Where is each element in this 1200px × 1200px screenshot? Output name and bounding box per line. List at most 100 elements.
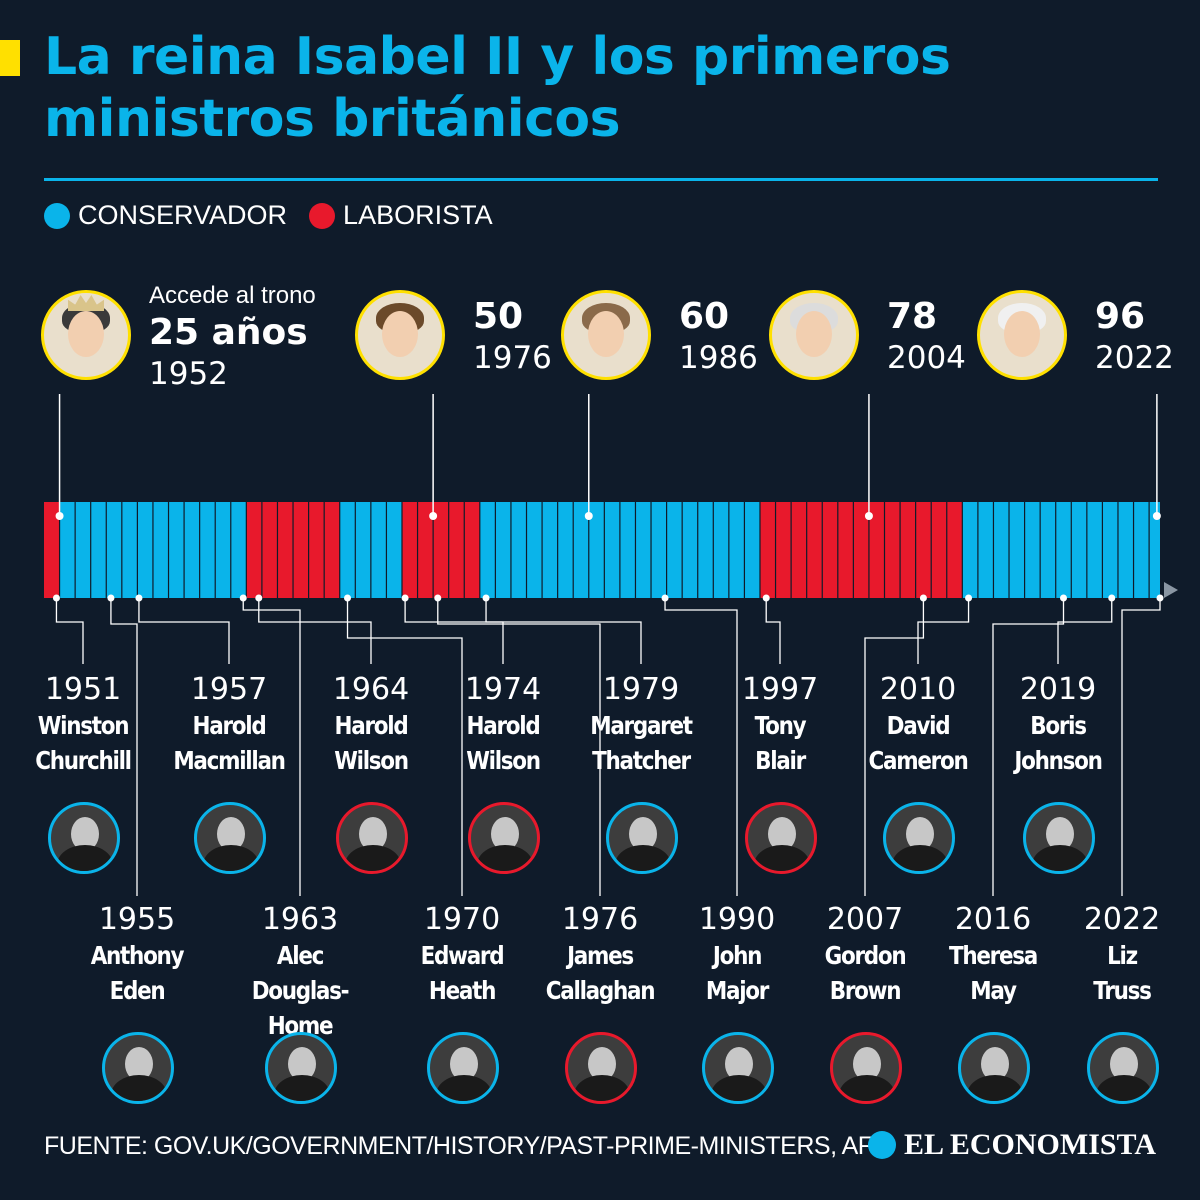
queen-year: 2022 xyxy=(1095,340,1174,376)
pm-name: Macmillan xyxy=(173,746,286,775)
pm-portrait xyxy=(745,802,817,874)
pm-year: 2022 xyxy=(1083,902,1161,937)
pm-name: Churchill xyxy=(35,746,132,775)
pm-connector-line xyxy=(437,598,601,896)
pm-year: 1990 xyxy=(698,902,776,937)
pm-name: Margaret xyxy=(590,711,693,740)
pm-card: 2010 David Cameron xyxy=(843,672,993,874)
pm-card: 1997 Tony Blair xyxy=(705,672,855,874)
pm-name: Callaghan xyxy=(545,976,656,1005)
pm-name: Theresa xyxy=(948,941,1038,970)
queen-age: 25 años xyxy=(149,312,308,353)
pm-connector-line xyxy=(242,598,301,896)
legend-item-laborista: LABORISTA xyxy=(309,200,493,231)
brand-logo-icon xyxy=(868,1131,896,1159)
pm-card: 1976 James Callaghan xyxy=(525,902,675,1104)
pm-name: Winston xyxy=(37,711,130,740)
legend-dot-icon xyxy=(309,202,336,229)
pm-year: 1957 xyxy=(190,672,268,707)
pm-year: 1964 xyxy=(332,672,410,707)
pm-portrait xyxy=(427,1032,499,1104)
pm-name: Wilson xyxy=(334,746,409,775)
pm-card: 1964 Harold Wilson xyxy=(296,672,446,874)
pm-name: John xyxy=(712,941,763,970)
pm-connector-line xyxy=(864,598,925,896)
pm-name: Boris xyxy=(1030,711,1087,740)
pm-year: 1974 xyxy=(464,672,542,707)
queen-portrait xyxy=(977,290,1067,380)
queen-age: 78 xyxy=(887,296,938,337)
queen-year: 1976 xyxy=(473,340,552,376)
pm-name: David xyxy=(886,711,951,740)
pm-connector-line xyxy=(346,598,463,896)
pm-connector-line xyxy=(110,598,138,896)
pm-name: Wilson xyxy=(466,746,541,775)
queen-year: 2004 xyxy=(887,340,966,376)
legend: CONSERVADOR LABORISTA xyxy=(44,200,515,231)
brand: EL ECONOMISTA xyxy=(868,1128,1156,1162)
pm-name: May xyxy=(970,976,1017,1005)
pm-card: 2019 Boris Johnson xyxy=(983,672,1133,874)
queen-year: 1952 xyxy=(149,356,228,392)
pm-year: 1979 xyxy=(602,672,680,707)
brand-name: EL ECONOMISTA xyxy=(904,1128,1156,1161)
timeline-segment-laborista xyxy=(44,502,60,598)
pm-portrait xyxy=(565,1032,637,1104)
pm-connector-line xyxy=(917,598,970,664)
queen-marker-dot xyxy=(55,512,64,520)
pm-portrait xyxy=(883,802,955,874)
pm-year: 2016 xyxy=(954,902,1032,937)
pm-name: Harold xyxy=(334,711,409,740)
pm-card: 1979 Margaret Thatcher xyxy=(566,672,716,874)
pm-card: 1955 Anthony Eden xyxy=(62,902,212,1104)
pm-portrait xyxy=(194,802,266,874)
queen-year: 1986 xyxy=(679,340,758,376)
pm-portrait xyxy=(702,1032,774,1104)
pm-name: Cameron xyxy=(868,746,969,775)
queen-note: Accede al trono xyxy=(149,282,316,309)
pm-name: Brown xyxy=(829,976,902,1005)
pm-card: 1957 Harold Macmillan xyxy=(154,672,304,874)
legend-label: LABORISTA xyxy=(343,200,493,230)
title-accent-bar xyxy=(0,40,20,76)
pm-name: Thatcher xyxy=(592,746,691,775)
pm-card: 1951 Winston Churchill xyxy=(8,672,158,874)
queen-portrait xyxy=(355,290,445,380)
pm-year: 1955 xyxy=(98,902,176,937)
pm-card: 1963 Alec Douglas-Home xyxy=(225,902,375,1104)
queen-portrait xyxy=(769,290,859,380)
pm-portrait xyxy=(830,1032,902,1104)
title-rule xyxy=(44,178,1158,181)
pm-year: 1997 xyxy=(741,672,819,707)
pm-year: 1970 xyxy=(423,902,501,937)
pm-year: 2019 xyxy=(1019,672,1097,707)
queen-marker-dot xyxy=(429,512,438,520)
pm-connector-line xyxy=(258,598,372,664)
queen-marker-dot xyxy=(1152,512,1161,520)
queen-age: 60 xyxy=(679,296,730,337)
timeline-segment-laborista xyxy=(759,502,963,598)
pm-portrait xyxy=(102,1032,174,1104)
pm-connector-line xyxy=(1057,598,1113,664)
pm-portrait xyxy=(1087,1032,1159,1104)
pm-card: 2022 Liz Truss xyxy=(1047,902,1197,1104)
pm-card: 2016 Theresa May xyxy=(918,902,1068,1104)
queen-marker-dot xyxy=(864,512,873,520)
pm-card: 1970 Edward Heath xyxy=(387,902,537,1104)
pm-name: Edward xyxy=(420,941,505,970)
pm-portrait xyxy=(468,802,540,874)
pm-portrait xyxy=(48,802,120,874)
timeline-segment-laborista xyxy=(401,502,480,598)
pm-connector-line xyxy=(138,598,230,664)
pm-name: Gordon xyxy=(824,941,907,970)
source-note: FUENTE: GOV.UK/GOVERNMENT/HISTORY/PAST-P… xyxy=(44,1132,889,1160)
pm-connector-line xyxy=(992,598,1065,896)
pm-portrait xyxy=(958,1032,1030,1104)
queen-portrait xyxy=(41,290,131,380)
queen-age: 96 xyxy=(1095,296,1146,337)
pm-name: Harold xyxy=(466,711,541,740)
pm-portrait xyxy=(606,802,678,874)
pm-connector-line xyxy=(55,598,84,664)
pm-year: 1963 xyxy=(261,902,339,937)
